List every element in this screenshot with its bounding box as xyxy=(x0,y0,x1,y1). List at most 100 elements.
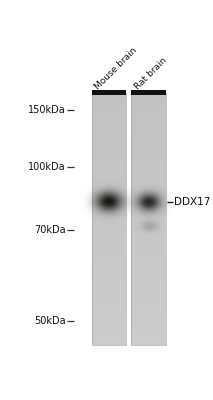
Bar xyxy=(92,225,127,228)
Bar xyxy=(92,288,127,292)
Bar xyxy=(92,222,127,225)
Bar xyxy=(92,279,127,282)
Bar xyxy=(131,238,166,241)
Text: 50kDa: 50kDa xyxy=(34,316,65,326)
Bar xyxy=(92,336,127,339)
Bar xyxy=(131,304,166,307)
Bar xyxy=(131,124,166,127)
Bar xyxy=(131,156,166,159)
Bar xyxy=(131,130,166,134)
Bar xyxy=(131,260,166,263)
Bar xyxy=(92,96,127,99)
Bar xyxy=(131,134,166,137)
Bar xyxy=(131,317,166,320)
Bar xyxy=(92,232,127,235)
Bar xyxy=(131,342,166,345)
Bar xyxy=(131,314,166,317)
Bar xyxy=(131,118,166,121)
Bar xyxy=(131,105,166,108)
Bar xyxy=(131,216,166,219)
Bar xyxy=(92,203,127,206)
Text: 70kDa: 70kDa xyxy=(34,225,65,235)
Bar xyxy=(131,232,166,235)
Bar xyxy=(92,339,127,342)
Bar xyxy=(131,127,166,130)
Bar xyxy=(92,184,127,187)
Bar xyxy=(131,310,166,314)
Bar xyxy=(131,178,166,181)
Bar xyxy=(131,206,166,210)
Bar xyxy=(92,118,127,121)
Bar xyxy=(92,156,127,159)
Bar xyxy=(131,219,166,222)
Bar xyxy=(92,137,127,140)
Bar xyxy=(131,168,166,172)
Bar xyxy=(92,213,127,216)
Bar xyxy=(131,228,166,232)
Bar xyxy=(131,273,166,276)
Bar xyxy=(131,222,166,225)
Bar xyxy=(131,203,166,206)
Bar xyxy=(92,194,127,197)
Bar xyxy=(92,143,127,146)
Bar xyxy=(92,320,127,323)
Bar xyxy=(92,263,127,266)
Bar xyxy=(131,225,166,228)
Bar xyxy=(92,282,127,285)
Bar xyxy=(131,200,166,203)
Text: 150kDa: 150kDa xyxy=(28,105,65,115)
Bar xyxy=(92,326,127,330)
Bar xyxy=(92,146,127,150)
Bar xyxy=(131,190,166,194)
Bar xyxy=(131,292,166,295)
Text: DDX17: DDX17 xyxy=(174,197,210,207)
Bar xyxy=(92,317,127,320)
Bar xyxy=(131,263,166,266)
Bar xyxy=(92,210,127,213)
Bar xyxy=(131,184,166,187)
Bar xyxy=(131,282,166,285)
Bar xyxy=(131,112,166,115)
Bar xyxy=(92,254,127,257)
Bar xyxy=(92,247,127,250)
Bar xyxy=(92,260,127,263)
Bar xyxy=(92,112,127,115)
Bar xyxy=(131,241,166,244)
Bar xyxy=(131,257,166,260)
Bar xyxy=(92,250,127,254)
Bar xyxy=(92,105,127,108)
Bar xyxy=(92,159,127,162)
Bar xyxy=(92,127,127,130)
Bar xyxy=(131,115,166,118)
Bar xyxy=(92,330,127,332)
Bar xyxy=(92,121,127,124)
Bar xyxy=(131,108,166,112)
Bar xyxy=(131,194,166,197)
Bar xyxy=(92,90,127,96)
Bar xyxy=(131,276,166,279)
Bar xyxy=(131,250,166,254)
Bar xyxy=(92,178,127,181)
Bar xyxy=(92,301,127,304)
Bar xyxy=(92,130,127,134)
Bar xyxy=(92,310,127,314)
Bar xyxy=(131,90,166,96)
Bar xyxy=(92,216,127,219)
Bar xyxy=(131,320,166,323)
Bar xyxy=(131,146,166,150)
Bar xyxy=(131,172,166,175)
Bar xyxy=(92,190,127,194)
Bar xyxy=(92,206,127,210)
Bar xyxy=(131,332,166,336)
Bar xyxy=(92,244,127,247)
Bar xyxy=(92,238,127,241)
Bar xyxy=(92,115,127,118)
Bar xyxy=(92,93,127,96)
Text: Mouse brain: Mouse brain xyxy=(94,46,139,91)
Bar xyxy=(92,228,127,232)
Bar xyxy=(131,326,166,330)
Bar xyxy=(131,150,166,153)
Bar xyxy=(92,241,127,244)
Bar xyxy=(131,162,166,165)
Bar xyxy=(92,162,127,165)
